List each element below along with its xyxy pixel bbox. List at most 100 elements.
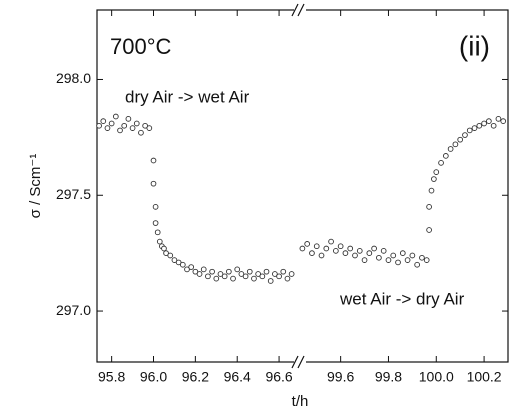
- data-point: [100, 118, 107, 125]
- data-point: [366, 250, 373, 257]
- data-point: [426, 203, 432, 210]
- data-point: [426, 227, 432, 233]
- data-point: [414, 261, 420, 268]
- data-point: [234, 266, 241, 273]
- data-point: [328, 238, 334, 245]
- data-point: [152, 220, 159, 226]
- data-point: [276, 273, 282, 280]
- x-tick-label: 96.4: [224, 369, 251, 385]
- data-point: [428, 187, 435, 194]
- data-point: [259, 273, 266, 280]
- data-point: [150, 157, 157, 164]
- data-point: [217, 271, 224, 277]
- data-point: [356, 247, 363, 254]
- data-point: [299, 245, 306, 252]
- data-point: [462, 132, 468, 138]
- data-point: [313, 243, 320, 250]
- data-point: [246, 268, 253, 275]
- y-tick-label: 297.0: [56, 302, 91, 318]
- x-tick-label: 99.6: [327, 369, 354, 385]
- data-point: [380, 247, 387, 254]
- data-point: [495, 115, 502, 122]
- data-point: [129, 125, 136, 131]
- data-point: [184, 266, 190, 273]
- data-point: [500, 118, 507, 125]
- data-point: [230, 275, 236, 282]
- data-point: [150, 180, 157, 187]
- data-point: [167, 252, 174, 259]
- data-point: [272, 271, 278, 277]
- data-point: [471, 125, 478, 131]
- data-point: [96, 122, 102, 129]
- data-point: [152, 203, 159, 210]
- y-tick-label: 298.0: [56, 70, 91, 86]
- data-point: [431, 176, 437, 182]
- data-point: [175, 259, 182, 266]
- data-point: [284, 275, 291, 282]
- x-tick-label: 96.2: [182, 369, 209, 385]
- data-point: [457, 136, 464, 143]
- x-tick-label: 95.8: [98, 369, 125, 385]
- data-point: [323, 245, 330, 252]
- panel-label: (ii): [459, 30, 490, 61]
- data-point: [146, 125, 153, 131]
- data-point: [280, 268, 287, 275]
- data-point: [304, 241, 311, 247]
- data-point: [138, 129, 144, 136]
- x-axis-label: t/h: [292, 393, 309, 410]
- data-point: [333, 247, 339, 254]
- data-point: [490, 122, 497, 129]
- data-point: [171, 257, 178, 263]
- x-tick-label: 100.0: [419, 369, 454, 385]
- data-point: [419, 254, 425, 261]
- data-point: [205, 273, 211, 280]
- data-point: [318, 252, 325, 259]
- data-point: [376, 254, 382, 261]
- data-point: [288, 271, 295, 277]
- axis-break: [291, 3, 306, 369]
- data-point: [481, 120, 487, 127]
- plot-frame: [96, 9, 509, 363]
- data-point: [371, 245, 377, 252]
- data-point: [188, 264, 195, 270]
- data-point: [179, 261, 186, 268]
- data-point: [395, 259, 401, 266]
- data-point: [476, 122, 483, 129]
- data-point: [221, 273, 228, 280]
- data-point: [104, 125, 111, 131]
- data-point: [342, 250, 349, 257]
- data-point: [337, 243, 344, 250]
- data-point: [209, 268, 215, 275]
- data-point: [133, 120, 140, 127]
- x-tick-label: 96.6: [265, 369, 292, 385]
- data-point: [121, 122, 128, 129]
- data-point: [452, 141, 459, 148]
- data-point: [142, 122, 148, 129]
- data-point: [163, 250, 169, 257]
- data-point: [390, 252, 397, 259]
- data-point: [161, 245, 167, 252]
- data-point: [255, 271, 261, 277]
- data-point: [404, 257, 411, 263]
- data-point: [352, 252, 358, 259]
- data-point: [486, 118, 492, 125]
- data-point: [213, 275, 220, 282]
- data-point: [385, 257, 392, 263]
- y-tick-label: 297.5: [56, 186, 91, 202]
- data-point: [267, 278, 274, 284]
- data-point: [447, 146, 454, 152]
- data-point: [192, 268, 199, 275]
- data-point: [242, 273, 249, 280]
- data-point: [433, 169, 440, 175]
- data-point: [112, 113, 119, 120]
- annotation: dry Air -> wet Air: [125, 87, 250, 106]
- x-tick-label: 96.0: [140, 369, 167, 385]
- data-point: [466, 127, 473, 134]
- x-tick-label: 100.2: [467, 369, 502, 385]
- data-point: [108, 120, 115, 127]
- data-point: [423, 257, 430, 263]
- temperature-label: 700°C: [110, 34, 172, 59]
- data-point: [196, 271, 203, 277]
- x-tick-label: 99.8: [375, 369, 402, 385]
